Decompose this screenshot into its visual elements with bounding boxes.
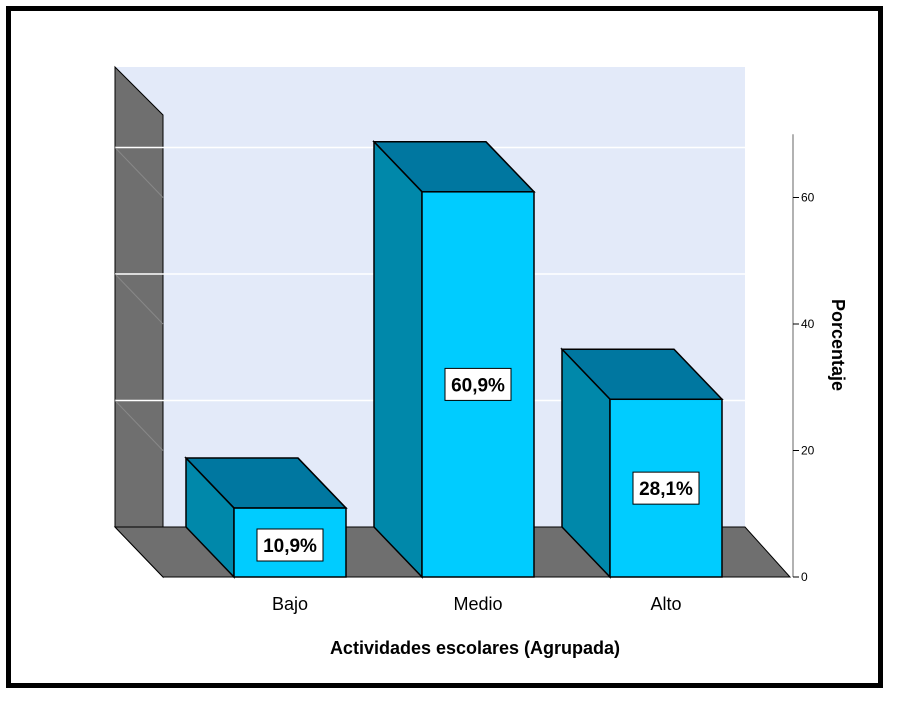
x-tick-label: Bajo [272, 594, 308, 614]
y-tick-label: 60 [801, 191, 815, 205]
side-gridline [114, 147, 164, 198]
x-tick-label: Alto [650, 594, 681, 614]
data-label: 60,9% [451, 375, 505, 396]
y-tick-label: 20 [801, 444, 815, 458]
side-gridline [114, 273, 164, 325]
data-label-box [256, 528, 324, 562]
data-label-box [632, 471, 700, 505]
y-axis: 0 20 40 60 [792, 134, 815, 584]
bar-alto: 28,1% [560, 347, 724, 579]
data-label-box [444, 367, 512, 401]
y-tick-label: 0 [801, 570, 808, 584]
side-wall [114, 65, 164, 579]
bar-side [373, 139, 423, 579]
side-gridline [114, 400, 164, 451]
y-tick-label: 40 [801, 317, 815, 331]
x-axis: Bajo Medio Alto [272, 594, 682, 614]
data-label: 10,9% [263, 536, 317, 557]
bar-bajo: 10,9% [184, 456, 348, 579]
x-tick-label: Medio [453, 594, 502, 614]
bar-medio: 60,9% [372, 139, 536, 579]
data-label: 28,1% [639, 479, 693, 500]
x-axis-title: Actividades escolares (Agrupada) [330, 638, 620, 658]
y-axis-title: Porcentaje [828, 299, 848, 391]
bars: 10,9% 60,9% 28,1% [184, 139, 724, 579]
